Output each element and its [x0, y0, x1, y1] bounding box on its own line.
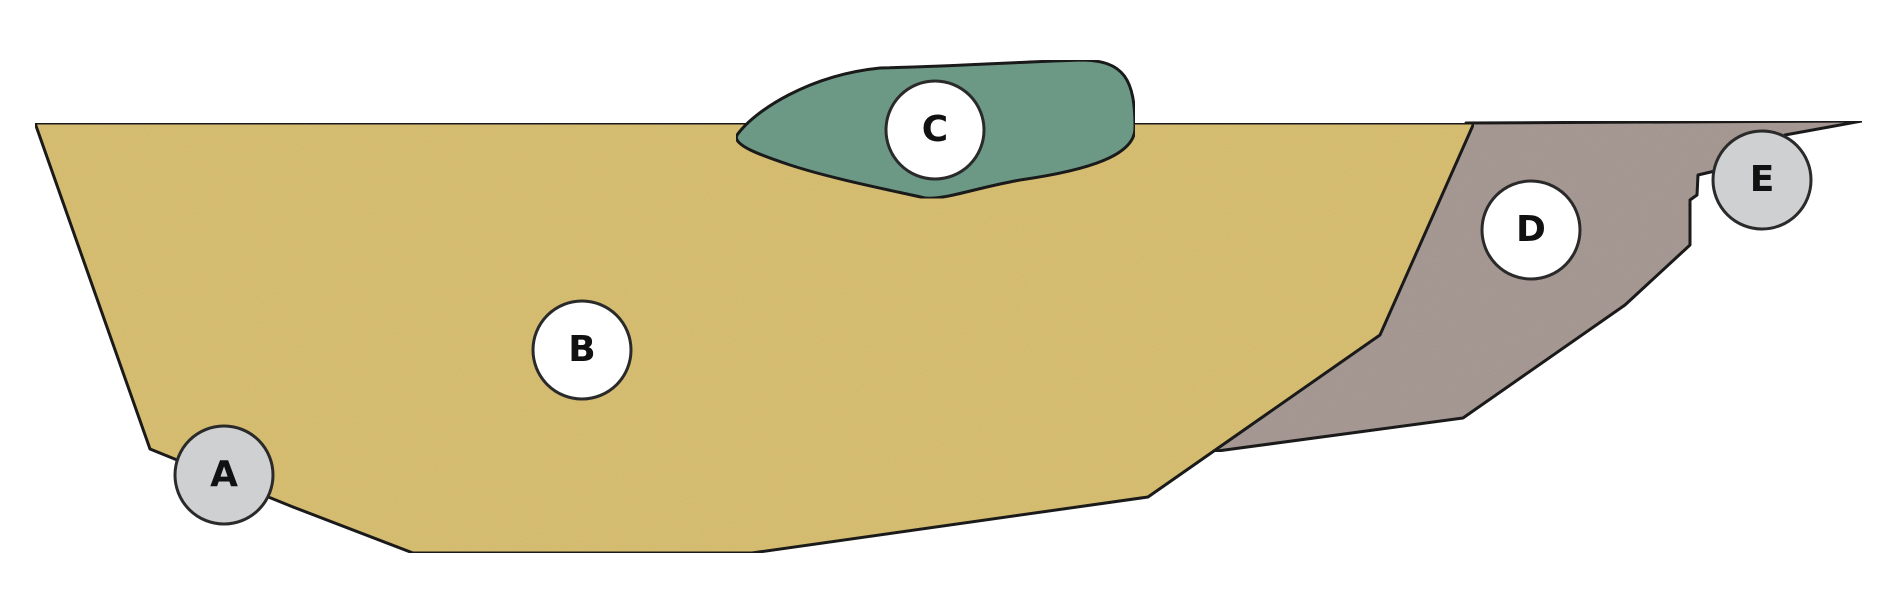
region-b-marker: B	[531, 299, 633, 401]
boundary-e-marker-circle	[1711, 129, 1813, 231]
region-d-marker: D	[1480, 179, 1582, 281]
boundary-e-label: E	[1750, 159, 1775, 200]
boundary-e-marker: E	[1711, 129, 1813, 231]
region-c-label: C	[922, 109, 948, 150]
region-d-marker-circle	[1480, 179, 1582, 281]
region-b-marker-circle	[531, 299, 633, 401]
region-d-label: D	[1516, 209, 1546, 250]
region-c-marker: C	[884, 79, 986, 181]
region-b-label: B	[568, 329, 595, 370]
region-c-marker-circle	[884, 79, 986, 181]
boundary-a-label: A	[210, 454, 238, 495]
boundary-a-marker: A	[173, 424, 275, 526]
boundary-a-marker-circle	[173, 424, 275, 526]
